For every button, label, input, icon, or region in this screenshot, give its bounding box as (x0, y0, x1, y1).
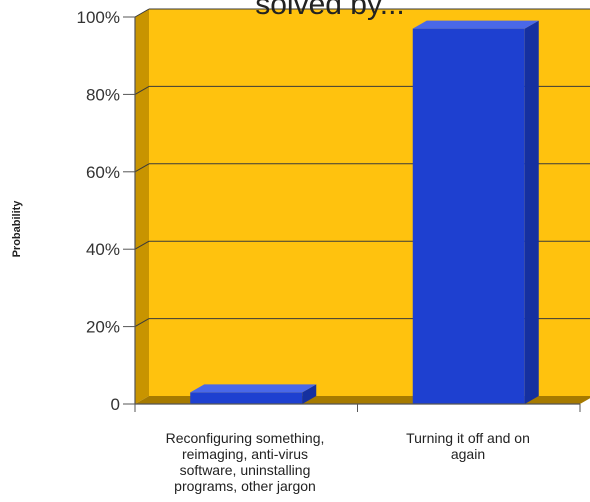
x-tick-label: Reconfiguring something, reimaging, anti… (165, 430, 325, 494)
bars (190, 20, 539, 405)
y-tick-label: 20% (86, 318, 120, 337)
gridline-side (134, 163, 150, 173)
y-axis-label: Probability (11, 200, 23, 258)
bar-side (524, 20, 539, 405)
x-tick-label: Turning it off and on again (406, 430, 530, 462)
bar-side (302, 384, 317, 404)
y-tick-label: 0 (111, 395, 120, 414)
bar-top (190, 384, 317, 393)
axes (134, 17, 581, 412)
gridline-side (134, 8, 150, 18)
bar-front (412, 28, 525, 405)
chart-title: solved by... (255, 0, 405, 21)
bar-front (190, 392, 303, 404)
bar (190, 384, 317, 404)
gridline-side (134, 85, 150, 95)
bar-top (412, 20, 539, 29)
y-tick-label: 40% (86, 240, 120, 259)
y-tick-labels: 0 20% 40% 60% 80% 100% (77, 8, 135, 414)
gridline-side (134, 318, 150, 328)
y-tick-label: 60% (86, 163, 120, 182)
y-tick-label: 80% (86, 85, 120, 104)
plot-side-wall (135, 9, 149, 404)
y-tick-label: 100% (77, 8, 120, 27)
bar (412, 20, 539, 405)
gridline-side (134, 240, 150, 250)
